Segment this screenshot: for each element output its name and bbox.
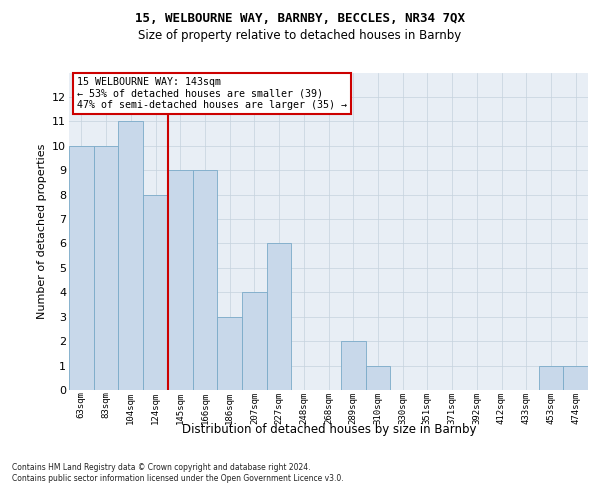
- Text: 15 WELBOURNE WAY: 143sqm
← 53% of detached houses are smaller (39)
47% of semi-d: 15 WELBOURNE WAY: 143sqm ← 53% of detach…: [77, 78, 347, 110]
- Text: 15, WELBOURNE WAY, BARNBY, BECCLES, NR34 7QX: 15, WELBOURNE WAY, BARNBY, BECCLES, NR34…: [135, 12, 465, 24]
- Bar: [365, 366, 390, 390]
- Text: Size of property relative to detached houses in Barnby: Size of property relative to detached ho…: [139, 29, 461, 42]
- Bar: [168, 170, 193, 390]
- Bar: [69, 146, 94, 390]
- Bar: [118, 122, 143, 390]
- Text: Distribution of detached houses by size in Barnby: Distribution of detached houses by size …: [182, 422, 476, 436]
- Y-axis label: Number of detached properties: Number of detached properties: [37, 144, 47, 319]
- Bar: [242, 292, 267, 390]
- Text: Contains public sector information licensed under the Open Government Licence v3: Contains public sector information licen…: [12, 474, 344, 483]
- Bar: [563, 366, 588, 390]
- Bar: [94, 146, 118, 390]
- Bar: [341, 341, 365, 390]
- Text: Contains HM Land Registry data © Crown copyright and database right 2024.: Contains HM Land Registry data © Crown c…: [12, 462, 311, 471]
- Bar: [267, 244, 292, 390]
- Bar: [217, 316, 242, 390]
- Bar: [143, 194, 168, 390]
- Bar: [193, 170, 217, 390]
- Bar: [539, 366, 563, 390]
